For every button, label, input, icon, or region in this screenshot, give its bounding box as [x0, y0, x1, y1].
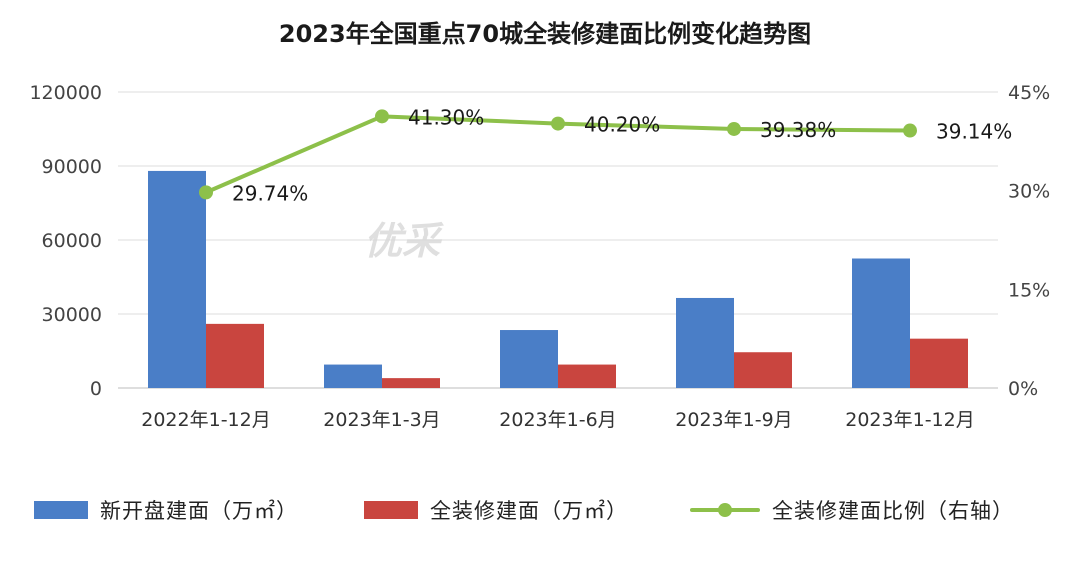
chart-plot: 0 30000 60000 90000 120000 0% 15% 30% 45% 29.74… [29, 82, 1050, 431]
left-tick-label: 0 [90, 378, 102, 400]
bar-fully-decorated [910, 338, 968, 388]
right-tick-label: 15% [1008, 279, 1050, 301]
ratio-line [199, 109, 917, 200]
left-tick-label: 30000 [42, 304, 102, 326]
watermark-logo: 优采 [364, 219, 441, 263]
bar-fully-decorated [558, 364, 616, 388]
legend-item-new-supply: 新开盘建面（万㎡） [34, 492, 298, 528]
legend-item-fully-decorated: 全装修建面（万㎡） [364, 492, 628, 528]
legend-swatch-fully-decorated [364, 501, 418, 519]
legend-swatch-ratio [690, 501, 760, 519]
chart-title: 2023年全国重点70城全装修建面比例变化趋势图 [278, 20, 812, 48]
left-tick-label: 120000 [29, 82, 102, 104]
ratio-data-label: 29.74% [232, 181, 308, 205]
bar-new-supply [500, 330, 558, 388]
ratio-point [375, 109, 389, 124]
ratio-data-label: 41.30% [408, 105, 484, 129]
category-label: 2023年1-3月 [323, 409, 440, 431]
ratio-point [903, 123, 917, 138]
bar-fully-decorated [206, 323, 264, 388]
left-tick-label: 90000 [42, 156, 102, 178]
right-axis-ticks: 0% 15% 30% 45% [1008, 82, 1050, 400]
legend: 新开盘建面（万㎡） 全装修建面（万㎡） 全装修建面比例（右轴） [0, 492, 1090, 532]
bar-new-supply [148, 170, 206, 388]
left-tick-label: 60000 [42, 230, 102, 252]
data-labels: 29.74% 41.30% 40.20% 39.38% 39.14% [232, 105, 1012, 205]
bars [148, 170, 968, 388]
category-label: 2022年1-12月 [141, 409, 270, 431]
ratio-point [727, 121, 741, 136]
bar-new-supply [852, 258, 910, 388]
ratio-data-label: 39.38% [760, 118, 836, 142]
ratio-point [199, 185, 213, 200]
bar-fully-decorated [734, 352, 792, 388]
left-axis-ticks: 0 30000 60000 90000 120000 [29, 82, 102, 400]
bar-fully-decorated [382, 378, 440, 388]
legend-swatch-new-supply [34, 501, 88, 519]
ratio-data-label: 39.14% [936, 120, 1012, 144]
legend-label-fully-decorated: 全装修建面（万㎡） [430, 499, 628, 523]
category-label: 2023年1-12月 [845, 409, 974, 431]
ratio-data-label: 40.20% [584, 113, 660, 137]
legend-item-ratio: 全装修建面比例（右轴） [690, 492, 1014, 528]
bar-new-supply [324, 364, 382, 388]
legend-label-ratio: 全装修建面比例（右轴） [772, 499, 1014, 523]
right-tick-label: 30% [1008, 181, 1050, 203]
category-labels: 2022年1-12月 2023年1-3月 2023年1-6月 2023年1-9月 202… [141, 409, 974, 431]
legend-label-new-supply: 新开盘建面（万㎡） [100, 499, 298, 523]
ratio-point [551, 116, 565, 131]
category-label: 2023年1-6月 [499, 409, 616, 431]
right-tick-label: 0% [1008, 378, 1038, 400]
bar-new-supply [676, 297, 734, 388]
category-label: 2023年1-9月 [675, 409, 792, 431]
right-tick-label: 45% [1008, 82, 1050, 104]
